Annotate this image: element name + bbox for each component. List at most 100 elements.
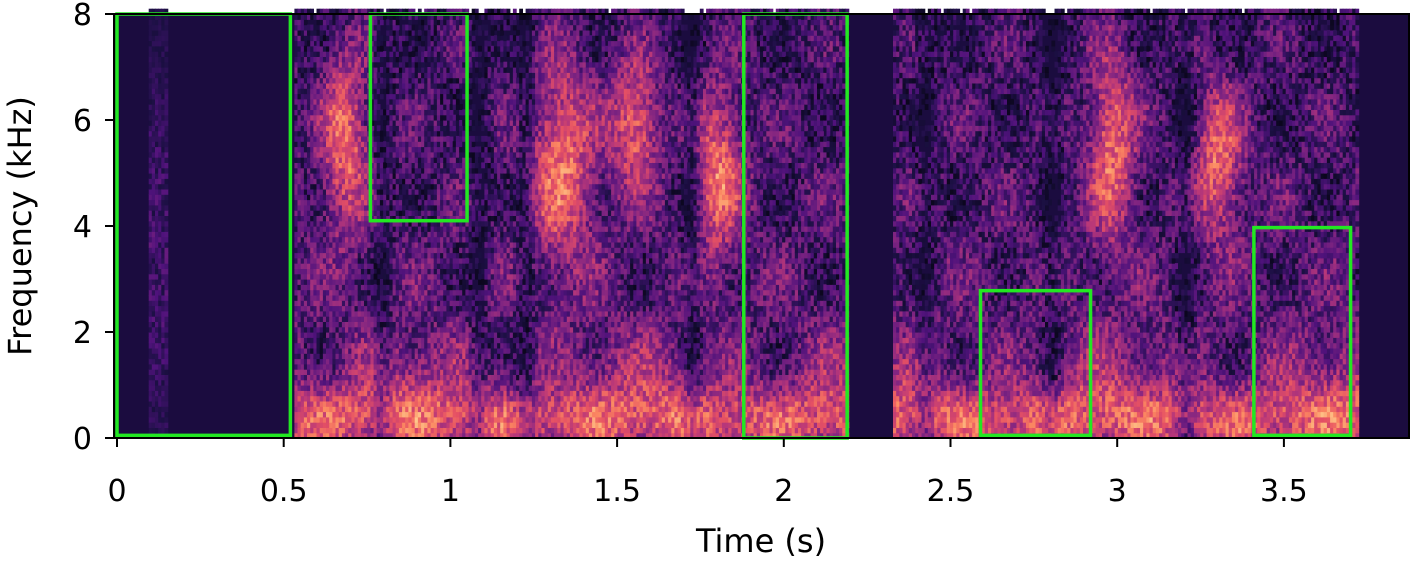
spectrogram-cell: [380, 157, 384, 163]
spectrogram-cell: [459, 274, 463, 280]
spectrogram-cell: [472, 83, 476, 89]
spectrogram-cell: [165, 131, 169, 137]
spectrogram-cell: [374, 263, 378, 269]
spectrogram-cell: [383, 300, 387, 306]
spectrogram-cell: [165, 200, 169, 206]
spectrogram-cell: [472, 104, 476, 110]
spectrogram-cell: [165, 353, 169, 359]
spectrogram-cell: [469, 62, 473, 68]
spectrogram-cell: [165, 295, 169, 301]
spectrogram-cell: [165, 321, 169, 327]
spectrogram-cell: [165, 268, 169, 274]
spectrogram-cell: [462, 279, 466, 285]
spectrogram-cell: [165, 205, 169, 211]
spectrogram-cell: [475, 268, 479, 274]
spectrogram-cell: [165, 83, 169, 89]
spectrogram-cell: [475, 162, 479, 168]
spectrogram-cell: [456, 115, 460, 121]
spectrogram-cell: [374, 94, 378, 100]
spectrogram-cell: [469, 295, 473, 301]
spectrogram-cell: [469, 99, 473, 105]
spectrogram-cell: [165, 258, 169, 264]
spectrogram-cell: [377, 268, 381, 274]
spectrogram-cell: [459, 104, 463, 110]
spectrogram-cell: [374, 99, 378, 105]
spectrogram-cell: [380, 19, 384, 25]
spectrogram-cell: [408, 35, 412, 41]
spectrogram-cell: [377, 125, 381, 131]
spectrogram-cell: [408, 200, 412, 206]
spectrogram-cell: [377, 247, 381, 253]
spectrogram-cell: [374, 131, 378, 137]
spectrogram-cell: [165, 390, 169, 396]
spectrogram-cell: [374, 78, 378, 84]
spectrogram-cell: [165, 242, 169, 248]
spectrogram-cell: [472, 35, 476, 41]
spectrogram-cell: [165, 364, 169, 370]
spectrogram-cell: [393, 41, 397, 47]
spectrogram-cell: [472, 125, 476, 131]
spectrogram-cell: [165, 115, 169, 121]
spectrogram-cell: [465, 268, 469, 274]
spectrogram-cell: [383, 120, 387, 126]
spectrogram-cell: [165, 385, 169, 391]
spectrogram-cell: [450, 136, 454, 142]
spectrogram-cell: [165, 348, 169, 354]
spectrogram-cell: [469, 178, 473, 184]
spectrogram-cell: [165, 406, 169, 412]
spectrogram-cell: [377, 25, 381, 31]
spectrogram-cell: [165, 62, 169, 68]
spectrogram-cell: [443, 131, 447, 137]
spectrogram-cell: [475, 178, 479, 184]
spectrogram-cell: [399, 46, 403, 52]
spectrogram-cell: [396, 25, 400, 31]
spectrogram-cell: [374, 311, 378, 317]
spectrogram-cell: [415, 25, 419, 31]
spectrogram-cell: [377, 72, 381, 78]
spectrogram-cell: [475, 67, 479, 73]
spectrogram-cell: [165, 51, 169, 57]
spectrogram-cell: [377, 300, 381, 306]
spectrogram-cell: [415, 173, 419, 179]
spectrogram-cell: [472, 290, 476, 296]
spectrogram-cell: [396, 19, 400, 25]
spectrogram-cell: [165, 290, 169, 296]
spectrogram-cell: [165, 422, 169, 428]
spectrogram-cell: [367, 295, 371, 301]
spectrogram-cell: [405, 41, 409, 47]
spectrogram-cell: [165, 253, 169, 259]
spectrogram-cell: [383, 263, 387, 269]
spectrogram-cell: [165, 231, 169, 237]
spectrogram-cell: [456, 88, 460, 94]
spectrogram-cell: [472, 141, 476, 147]
spectrogram-cell: [165, 359, 169, 365]
spectrogram-cell: [469, 253, 473, 259]
spectrogram-cell: [412, 51, 416, 57]
spectrogram-cell: [380, 94, 384, 100]
spectrogram-cells: [149, 9, 1360, 439]
spectrogram-cell: [165, 263, 169, 269]
spectrogram-cell: [418, 30, 422, 36]
spectrogram-cell: [165, 412, 169, 418]
spectrogram-cell: [165, 41, 169, 47]
spectrogram-cell: [389, 56, 393, 62]
spectrogram-cell: [475, 200, 479, 206]
spectrogram-cell: [165, 221, 169, 227]
spectrogram-cell: [469, 279, 473, 285]
spectrogram-cell: [313, 25, 317, 31]
spectrogram-cell: [320, 30, 324, 36]
spectrogram-cell: [165, 300, 169, 306]
spectrogram-cell: [165, 178, 169, 184]
spectrogram-cell: [472, 321, 476, 327]
spectrogram-cell: [472, 25, 476, 31]
spectrogram-cell: [408, 46, 412, 52]
spectrogram-cell: [165, 25, 169, 31]
spectrogram-cell: [421, 46, 425, 52]
spectrogram-cell: [472, 215, 476, 221]
spectrogram-cell: [370, 258, 374, 264]
spectrogram-cell: [472, 41, 476, 47]
spectrogram-cell: [421, 62, 425, 68]
spectrogram-cell: [377, 115, 381, 121]
spectrogram-cell: [418, 200, 422, 206]
spectrogram-cell: [165, 247, 169, 253]
